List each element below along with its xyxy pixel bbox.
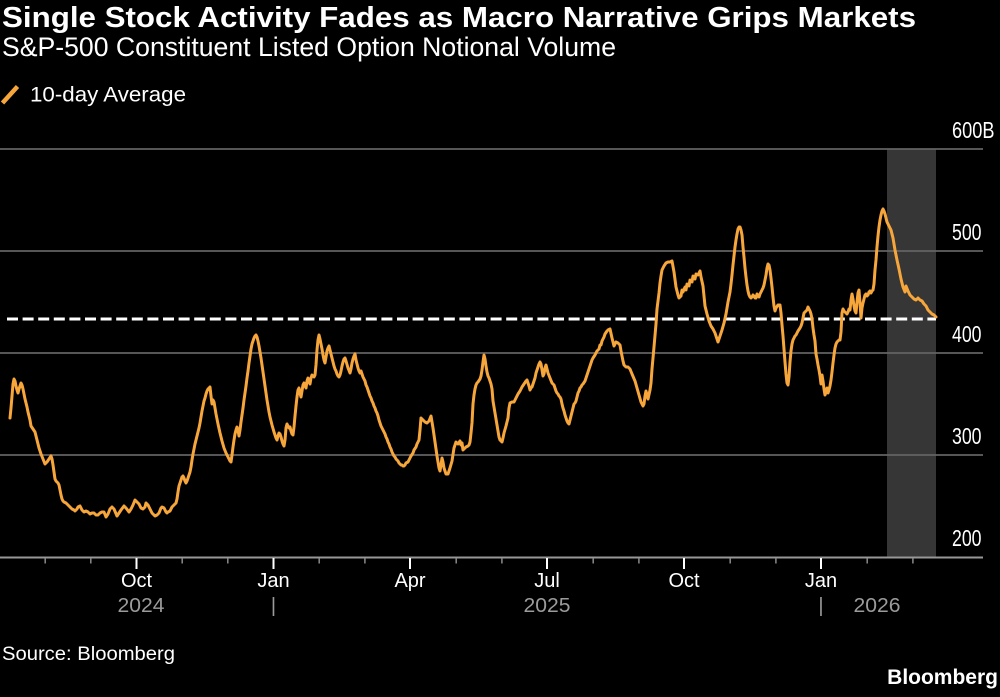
svg-text:Oct: Oct bbox=[121, 570, 153, 592]
svg-text:Bloomberg: Bloomberg bbox=[887, 666, 998, 689]
svg-text:Jan: Jan bbox=[257, 570, 289, 592]
svg-text:Oct: Oct bbox=[668, 570, 700, 592]
svg-text:S&P-500 Constituent Listed Opt: S&P-500 Constituent Listed Option Notion… bbox=[2, 32, 616, 62]
svg-text:10-day Average: 10-day Average bbox=[30, 83, 186, 107]
svg-text:Apr: Apr bbox=[394, 570, 425, 592]
svg-text:Jan: Jan bbox=[805, 570, 837, 592]
svg-text:300: 300 bbox=[952, 423, 982, 449]
svg-text:|: | bbox=[818, 595, 823, 617]
svg-text:600B: 600B bbox=[952, 117, 995, 143]
svg-text:200: 200 bbox=[952, 525, 982, 551]
svg-text:2025: 2025 bbox=[524, 595, 571, 617]
svg-text:Source: Bloomberg: Source: Bloomberg bbox=[2, 644, 175, 665]
svg-text:2024: 2024 bbox=[118, 595, 165, 617]
svg-text:400: 400 bbox=[952, 321, 982, 347]
svg-text:Jul: Jul bbox=[534, 570, 560, 592]
svg-text:2026: 2026 bbox=[854, 595, 901, 617]
svg-text:500: 500 bbox=[952, 219, 982, 245]
svg-text:Single Stock Activity Fades as: Single Stock Activity Fades as Macro Nar… bbox=[2, 2, 916, 34]
svg-text:|: | bbox=[271, 595, 276, 617]
